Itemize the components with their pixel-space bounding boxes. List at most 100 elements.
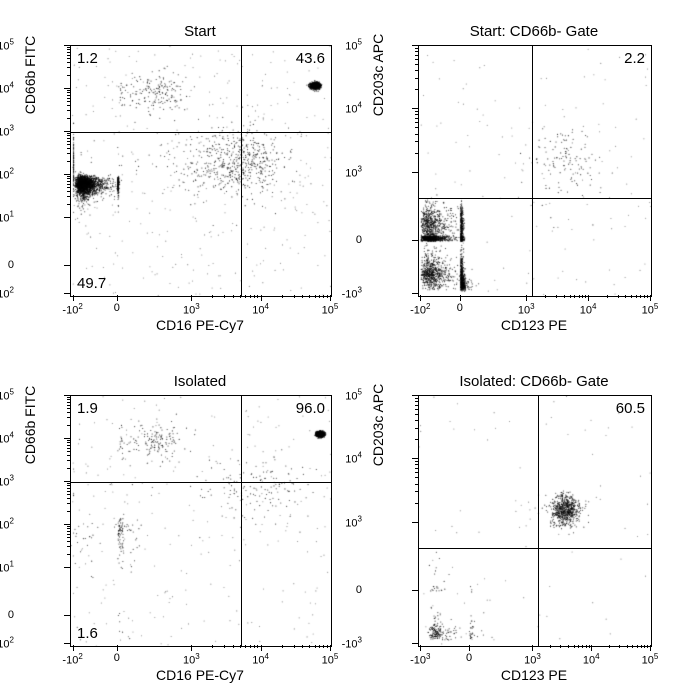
minor-tick [67, 528, 70, 529]
tick-label: 101 [0, 210, 14, 225]
minor-tick [625, 295, 626, 298]
tick-label: 104 [252, 652, 269, 667]
tick-mark [412, 240, 418, 241]
minor-tick [67, 118, 70, 119]
plot-area: 1.996.01.6 [70, 395, 332, 647]
minor-tick [245, 645, 246, 648]
minor-tick [67, 498, 70, 499]
minor-tick [556, 295, 557, 298]
tick-label: 104 [0, 81, 14, 96]
minor-tick [586, 645, 587, 648]
minor-tick [67, 148, 70, 149]
quadrant-line-v [532, 46, 533, 296]
quadrant-label: 2.2 [624, 50, 645, 67]
minor-tick [67, 153, 70, 154]
minor-tick [415, 484, 418, 485]
minor-tick [67, 468, 70, 469]
tick-label: 104 [580, 302, 597, 317]
minor-tick [67, 546, 70, 547]
tick-mark [588, 295, 589, 301]
tick-mark [412, 293, 418, 294]
tick-label: 105 [322, 38, 362, 53]
tick-mark [412, 522, 418, 523]
tick-label: 105 [322, 388, 362, 403]
plot-area: 60.5 [418, 395, 652, 647]
tick-mark [420, 295, 421, 301]
tick-label: 105 [322, 302, 339, 317]
quadrant-line-v [538, 396, 539, 646]
minor-tick [67, 399, 70, 400]
tick-label: 105 [642, 302, 659, 317]
minor-tick [415, 414, 418, 415]
plot-title: Isolated: CD66b- Gate [418, 373, 650, 390]
tick-mark [64, 481, 70, 482]
minor-tick [415, 64, 418, 65]
scatter-dots [419, 396, 651, 646]
minor-tick [415, 48, 418, 49]
minor-tick [415, 127, 418, 128]
tick-mark [64, 438, 70, 439]
minor-tick [67, 537, 70, 538]
minor-tick [640, 295, 641, 298]
x-axis-label: CD16 PE-Cy7 [70, 317, 330, 333]
minor-tick [282, 645, 283, 648]
minor-tick [67, 141, 70, 142]
minor-tick [67, 412, 70, 413]
minor-tick [67, 105, 70, 106]
tick-label: -102 [410, 302, 430, 317]
tick-mark [64, 265, 70, 266]
tick-label: 104 [0, 431, 14, 446]
quadrant-line-h [71, 482, 331, 483]
y-axis-label: CD203c APC [370, 300, 386, 550]
minor-tick [254, 645, 255, 648]
minor-tick [67, 534, 70, 535]
minor-tick [609, 645, 610, 648]
quadrant-line-v [241, 46, 242, 296]
minor-tick [67, 526, 70, 527]
minor-tick [233, 295, 234, 298]
minor-tick [415, 89, 418, 90]
minor-tick [67, 485, 70, 486]
minor-tick [67, 98, 70, 99]
scatter-dots [71, 396, 331, 646]
tick-label: 105 [0, 388, 14, 403]
minor-tick [240, 295, 241, 298]
minor-tick [574, 295, 575, 298]
minor-tick [212, 645, 213, 648]
plot-title: Start [70, 23, 330, 40]
tick-mark [261, 295, 262, 301]
minor-tick [415, 45, 418, 46]
minor-tick [67, 135, 70, 136]
minor-tick [257, 295, 258, 298]
quadrant-line-v [241, 396, 242, 646]
minor-tick [67, 49, 70, 50]
minor-tick [570, 295, 571, 298]
minor-tick [67, 491, 70, 492]
minor-tick [254, 295, 255, 298]
minor-tick [67, 58, 70, 59]
plot-area: 1.243.649.7 [70, 45, 332, 297]
minor-tick [415, 141, 418, 142]
minor-tick [415, 405, 418, 406]
minor-tick [67, 187, 70, 188]
minor-tick [315, 295, 316, 298]
minor-tick [67, 451, 70, 452]
minor-tick [67, 101, 70, 102]
minor-tick [67, 45, 70, 46]
tick-mark [412, 108, 418, 109]
minor-tick [67, 455, 70, 456]
tick-label: 103 [322, 514, 362, 529]
minor-tick [415, 464, 418, 465]
minor-tick [67, 133, 70, 134]
tick-mark [64, 217, 70, 218]
minor-tick [67, 92, 70, 93]
minor-tick [650, 645, 651, 648]
scatter-dots [419, 46, 651, 296]
minor-tick [67, 181, 70, 182]
minor-tick [582, 645, 583, 648]
minor-tick [250, 645, 251, 648]
minor-tick [631, 295, 632, 298]
tick-label: -103 [322, 635, 362, 650]
minor-tick [294, 645, 295, 648]
quadrant-label: 1.9 [77, 400, 98, 417]
